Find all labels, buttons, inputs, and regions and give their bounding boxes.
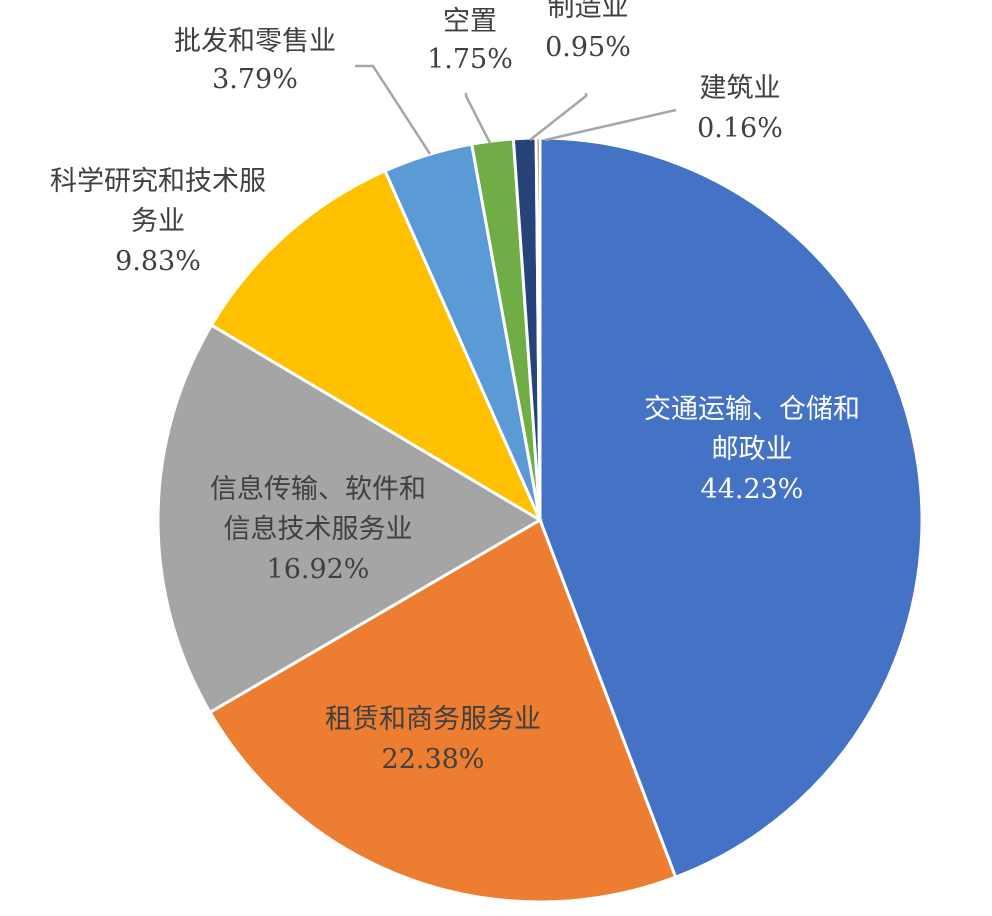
slice-pct-6: 0.95% (545, 32, 631, 63)
slice-pct-2: 16.92% (267, 554, 370, 585)
slice-pct-0: 44.23% (701, 474, 804, 505)
slice-name-2-0: 信息传输、软件和 (210, 474, 426, 505)
slice-label-4: 批发和零售业 3.79% (174, 26, 336, 95)
slice-labels: 交通运输、仓储和邮政业 44.23% 租赁和商务服务业 22.38% 信息传输、软件和信… (50, 0, 860, 775)
leader-line-4 (355, 64, 432, 155)
slice-name-5-0: 空置 (443, 6, 497, 37)
slice-name-3-0: 科学研究和技术服 (50, 166, 266, 197)
slice-label-2: 信息传输、软件和信息技术服务业 16.92% (210, 474, 426, 585)
slice-name-4-0: 批发和零售业 (174, 26, 336, 57)
slice-label-6: 制造业 0.95% (545, 0, 631, 63)
slice-pct-3: 9.83% (115, 246, 201, 277)
slice-label-5: 空置 1.75% (427, 6, 513, 75)
slice-name-0-0: 交通运输、仓储和 (644, 394, 860, 425)
slice-pct-7: 0.16% (697, 113, 783, 144)
pie-slices (156, 136, 924, 904)
slice-name-1-0: 租赁和商务服务业 (325, 704, 541, 735)
pie-slice-1 (207, 517, 678, 904)
slice-pct-5: 1.75% (427, 44, 513, 75)
slice-label-1: 租赁和商务服务业 22.38% (325, 704, 541, 775)
slice-pct-4: 3.79% (212, 64, 298, 95)
slice-name-6-0: 制造业 (548, 0, 629, 23)
slice-name-2-1: 信息技术服务业 (224, 514, 413, 545)
slice-label-7: 建筑业 0.16% (697, 73, 783, 144)
slice-label-3: 科学研究和技术服务业 9.83% (50, 166, 266, 277)
leader-line-6 (529, 93, 588, 141)
pie-slice-7 (534, 136, 542, 521)
slice-label-0: 交通运输、仓储和邮政业 44.23% (644, 394, 860, 505)
slice-name-3-1: 务业 (131, 206, 185, 237)
leader-line-7 (544, 108, 677, 142)
slice-name-7-0: 建筑业 (700, 73, 781, 104)
pie-slice-0 (538, 136, 924, 880)
pie-slice-2 (156, 323, 543, 715)
pie-slice-3 (209, 168, 544, 524)
leader-line-5 (464, 93, 492, 144)
leader-lines (355, 64, 677, 155)
slice-pct-1: 22.38% (382, 744, 485, 775)
slice-name-0-1: 邮政业 (712, 434, 793, 465)
